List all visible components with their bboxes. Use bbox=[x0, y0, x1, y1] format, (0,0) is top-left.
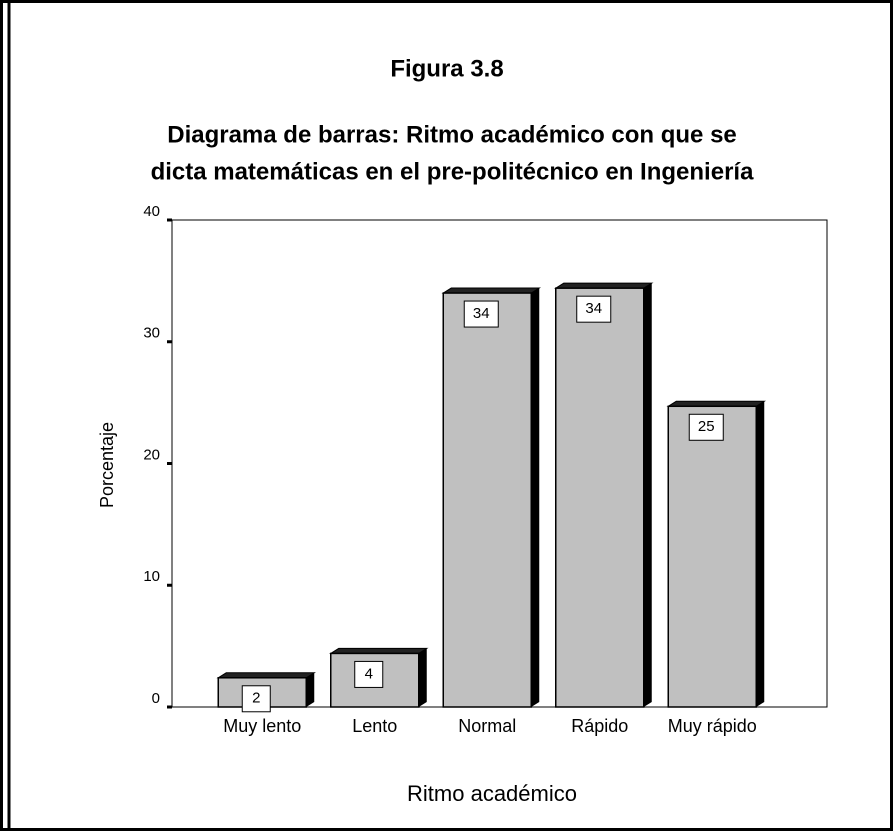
value-label-box bbox=[463, 300, 499, 328]
chart-subtitle: Diagrama de barras: Ritmo académico con … bbox=[167, 121, 737, 148]
x-tick-label: Rápido bbox=[571, 716, 628, 736]
bar-side bbox=[418, 648, 427, 707]
bar-front bbox=[442, 292, 532, 708]
bar-front bbox=[555, 287, 645, 708]
bar-side bbox=[306, 672, 315, 707]
value-label-box bbox=[576, 295, 612, 323]
bar-side bbox=[756, 401, 765, 707]
y-tick-label: 10 bbox=[143, 568, 160, 585]
chart-title: Figura 3.8 bbox=[390, 55, 503, 82]
bar-front bbox=[667, 405, 757, 708]
value-label: 34 bbox=[473, 305, 490, 322]
value-label-box bbox=[241, 685, 271, 713]
y-tick-label: 0 bbox=[152, 690, 160, 707]
y-tick-label: 20 bbox=[143, 446, 160, 463]
y-tick-label: 40 bbox=[143, 203, 160, 220]
x-axis-label: Ritmo académico bbox=[407, 781, 577, 806]
x-tick-label: Muy lento bbox=[223, 716, 301, 736]
bar: 34 bbox=[441, 287, 541, 708]
bar: 25 bbox=[666, 400, 766, 708]
x-tick-label: Normal bbox=[458, 716, 516, 736]
value-label: 2 bbox=[252, 690, 260, 707]
bar-side bbox=[643, 283, 652, 707]
value-label: 4 bbox=[365, 665, 373, 682]
value-label-box bbox=[688, 413, 724, 441]
bar-side bbox=[531, 288, 540, 707]
bar: 34 bbox=[554, 282, 654, 708]
value-label-box bbox=[354, 660, 384, 688]
chart-subtitle: dicta matemáticas en el pre-politécnico … bbox=[151, 158, 755, 185]
x-tick-label: Lento bbox=[352, 716, 397, 736]
x-tick-label: Muy rápido bbox=[668, 716, 757, 736]
bar: 2 bbox=[216, 672, 316, 713]
bar: 4 bbox=[329, 647, 429, 708]
value-label: 25 bbox=[698, 418, 715, 435]
value-label: 34 bbox=[585, 300, 602, 317]
y-axis-label: Porcentaje bbox=[97, 422, 117, 508]
y-tick-label: 30 bbox=[143, 325, 160, 342]
